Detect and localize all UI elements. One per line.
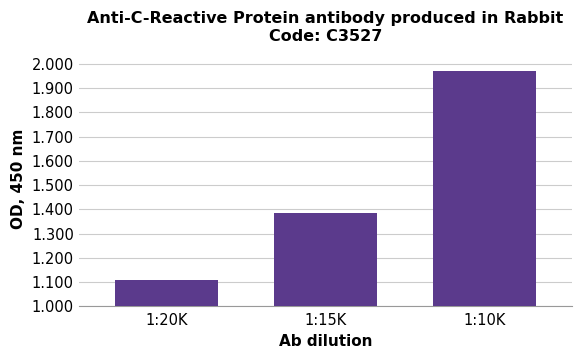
Bar [433, 71, 536, 306]
Bar [115, 280, 218, 306]
X-axis label: Ab dilution: Ab dilution [279, 334, 372, 349]
Title: Anti-C-Reactive Protein antibody produced in Rabbit
Code: C3527: Anti-C-Reactive Protein antibody produce… [87, 11, 563, 44]
Y-axis label: OD, 450 nm: OD, 450 nm [11, 129, 26, 229]
Bar [273, 213, 377, 306]
